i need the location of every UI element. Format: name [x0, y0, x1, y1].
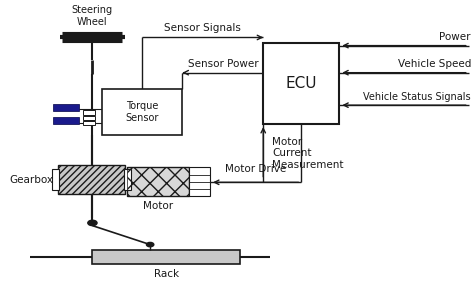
Text: ECU: ECU: [285, 76, 317, 91]
Text: Vehicle Status Signals: Vehicle Status Signals: [364, 92, 471, 102]
Text: Motor Drive: Motor Drive: [225, 164, 286, 174]
Text: Power: Power: [439, 32, 471, 42]
Bar: [127, 167, 190, 196]
Bar: [58, 165, 125, 194]
Text: Rack: Rack: [154, 269, 179, 279]
Circle shape: [88, 220, 97, 226]
Text: Torque
Sensor: Torque Sensor: [125, 101, 159, 123]
Bar: [83, 121, 95, 125]
Bar: [127, 167, 190, 196]
Text: Gearbox: Gearbox: [9, 175, 53, 185]
Text: Sensor Signals: Sensor Signals: [164, 23, 241, 33]
Bar: [124, 169, 131, 191]
Bar: [53, 117, 79, 124]
Text: Steering
Wheel: Steering Wheel: [72, 5, 113, 27]
Bar: [190, 167, 210, 196]
Bar: [83, 116, 95, 120]
Bar: [92, 250, 240, 264]
Bar: [83, 110, 95, 115]
Text: Motor: Motor: [143, 201, 173, 211]
Text: Sensor Power: Sensor Power: [188, 59, 258, 69]
Bar: [52, 169, 59, 191]
Bar: [101, 89, 182, 135]
Text: Vehicle Speed: Vehicle Speed: [398, 59, 471, 69]
Bar: [263, 43, 339, 124]
Text: Motor
Current
Measurement: Motor Current Measurement: [273, 137, 344, 170]
Circle shape: [146, 243, 154, 247]
Bar: [53, 104, 79, 110]
